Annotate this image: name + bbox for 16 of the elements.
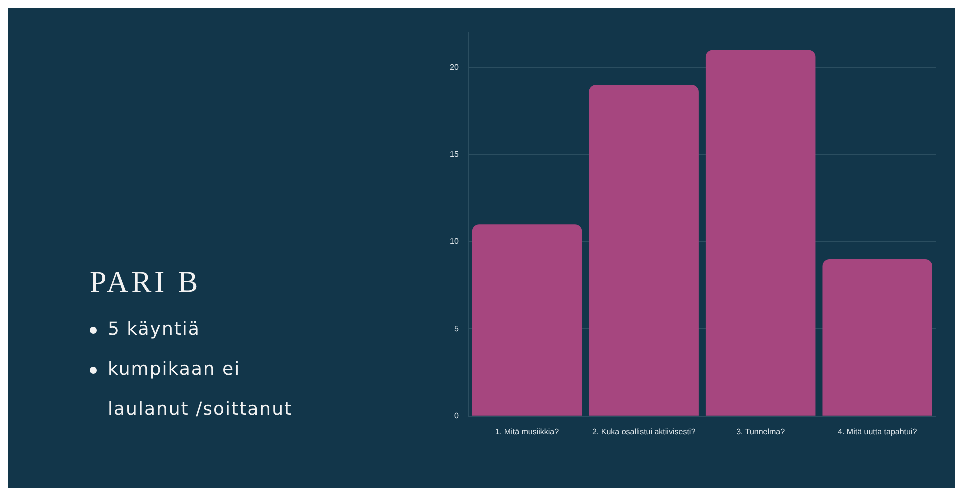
y-tick-label: 0 bbox=[454, 412, 460, 421]
text: PARI B bbox=[90, 266, 202, 300]
y-tick-label: 15 bbox=[450, 150, 460, 160]
bar bbox=[472, 224, 582, 416]
bar bbox=[822, 259, 932, 416]
y-tick-label: 20 bbox=[450, 62, 460, 72]
x-tick-label: 1. Mitä musiikkia? bbox=[495, 427, 560, 436]
x-tick-label: 2. Kuka osallistui aktiivisesti? bbox=[592, 427, 696, 436]
text: kumpikaan ei laulanut /soittanut bbox=[108, 358, 294, 422]
bar bbox=[706, 50, 816, 416]
bar bbox=[589, 85, 699, 416]
x-tick-label: 4. Mitä uutta tapahtui? bbox=[838, 427, 918, 436]
text: 5 käyntiä bbox=[108, 318, 202, 342]
y-tick-label: 10 bbox=[450, 237, 460, 246]
x-tick-label: 3. Tunnelma? bbox=[736, 427, 786, 436]
y-tick-label: 5 bbox=[454, 324, 460, 334]
